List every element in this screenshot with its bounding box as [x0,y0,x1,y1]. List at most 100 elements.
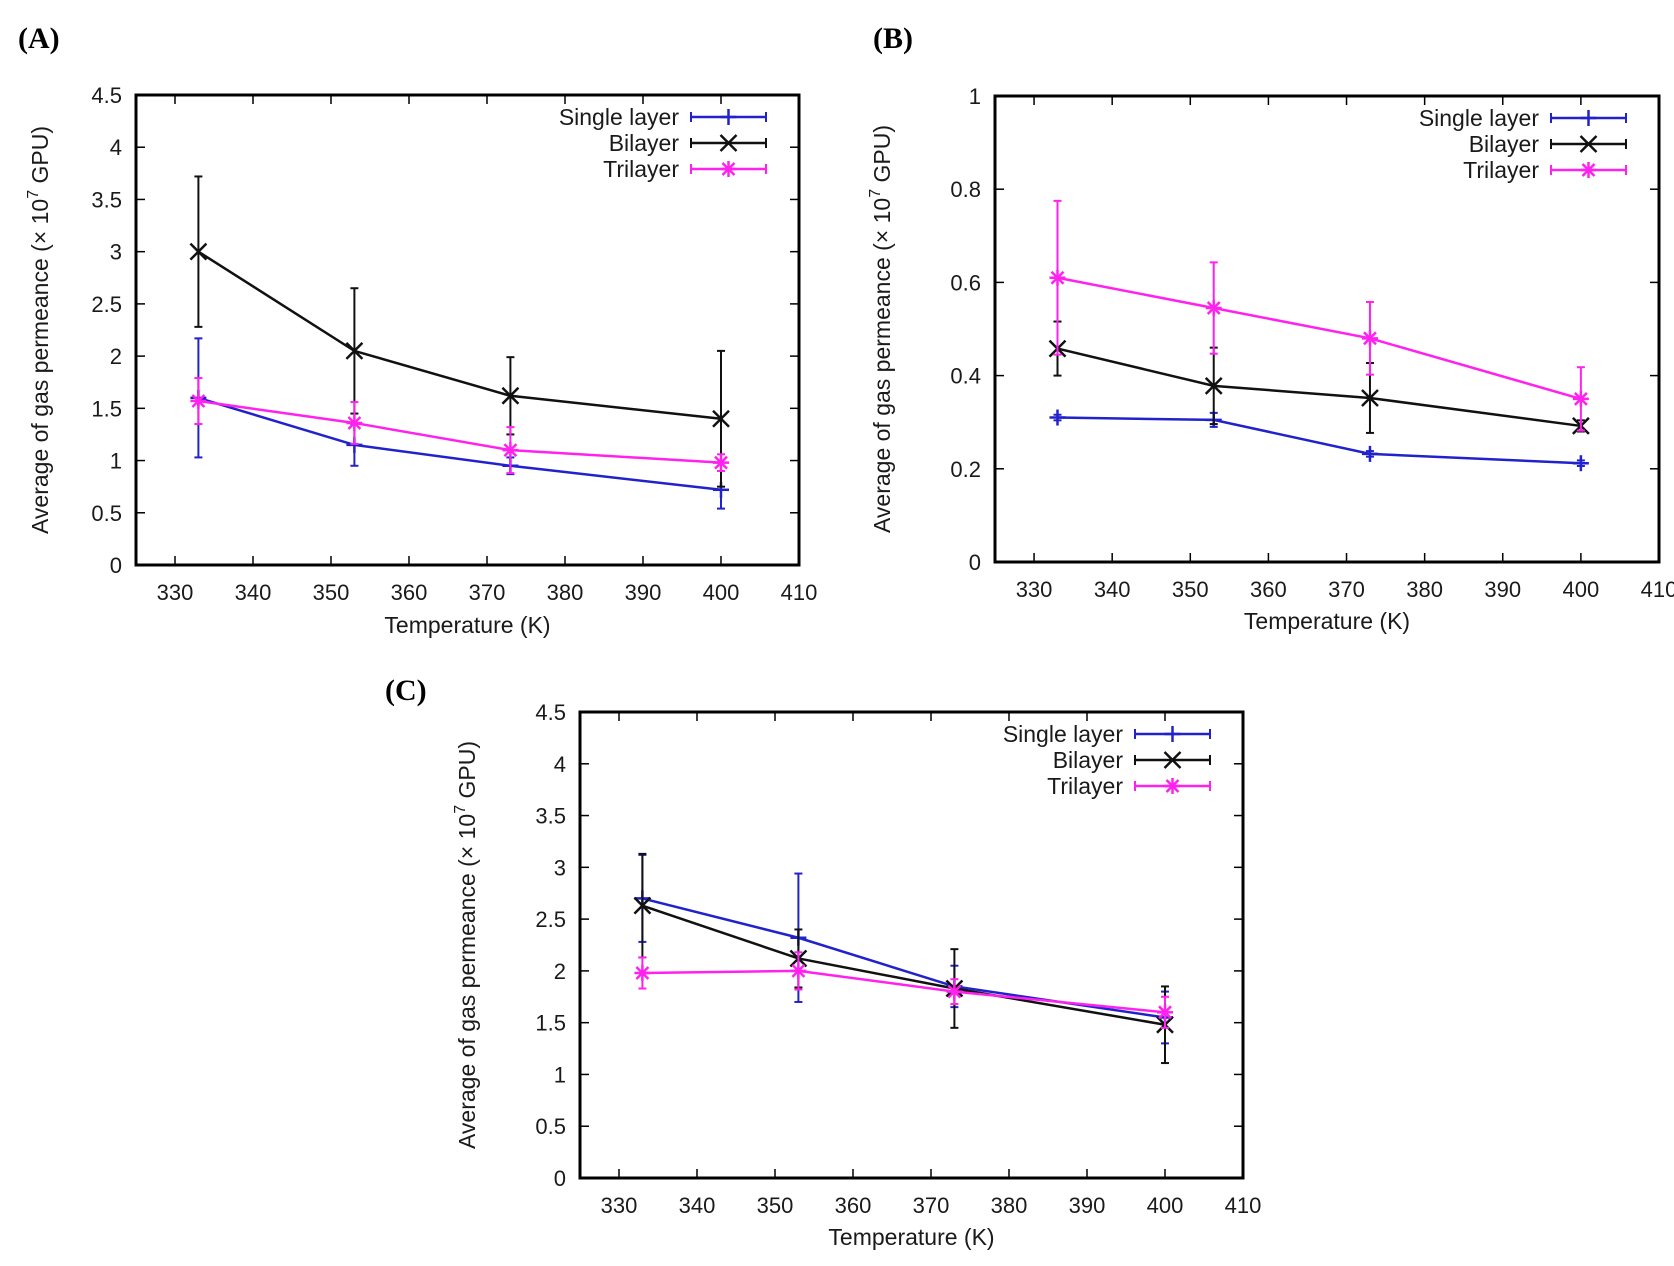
series-line [642,897,1166,1019]
x-tick-label: 330 [1016,577,1053,602]
plot-frame [134,93,801,567]
series-line [198,396,722,492]
data-point [712,409,730,428]
y-axis-title-exponent: 7 [867,189,884,198]
x-tick-label: 350 [313,580,350,605]
x-tick-label: 340 [235,580,272,605]
y-tick-label: 4.5 [91,83,122,108]
x-tick-label: 370 [913,1193,950,1218]
x-tick-label: 400 [1563,577,1600,602]
y-tick-label: 0.6 [950,270,981,295]
data-point [1157,1004,1173,1021]
y-tick-label: 1 [110,449,122,474]
y-tick-label: 2 [554,959,566,984]
legend-label: Single layer [1419,105,1540,131]
data-point [1361,389,1379,407]
y-tick-label: 3.5 [535,804,566,829]
y-axis-title-exponent: 7 [25,190,42,199]
y-tick-label: 4.5 [535,700,566,725]
panel-label: (B) [873,22,913,55]
x-tick-label: 410 [1225,1193,1262,1218]
chart-panel-c: (C) 330 340 350 360 370 380 390 400 410 0 0.5 1 1.5 2 2… [385,674,1261,1250]
legend-marker [1580,110,1597,126]
series-trilayer: Trilayer [190,156,767,475]
y-tick-label: 3 [554,855,566,880]
y-tick-label: 0.4 [950,364,981,389]
data-point [345,342,364,360]
x-tick-label: 390 [1484,577,1521,602]
legend-marker [1163,751,1182,769]
y-axis-title-unit: GPU) [869,125,895,189]
x-tick-label: 400 [703,580,740,605]
series-bilayer: Bilayer [189,130,767,488]
x-tick-label: 410 [781,580,818,605]
series-bilayer: Bilayer [633,747,1211,1065]
data-point [1049,269,1066,286]
y-tick-label: 1 [969,84,981,109]
y-axis-title-main: Average of gas permeance (× 10 [27,199,53,534]
y-tick-label: 3.5 [91,187,122,212]
legend-label: Bilayer [609,130,680,156]
chart-panel-a: (A) 330 340 350 360 370 380 390 400 410 0 0.5 1 1.5 2 2… [18,22,817,638]
legend-marker [720,161,737,177]
y-axis-title-exponent: 7 [452,805,469,814]
legend-marker [720,109,737,125]
x-tick-label: 330 [601,1193,638,1218]
x-tick-label: 390 [625,580,662,605]
y-tick-label: 2.5 [535,907,566,932]
series-line [1057,347,1582,428]
y-tick-label: 0.5 [91,501,122,526]
chart-panel-b: (B) 330 340 350 360 370 380 390 400 410 0 0.2 0.4 0.6… [867,22,1674,634]
x-tick-label: 350 [757,1193,794,1218]
legend-marker [1164,778,1181,794]
data-point [713,454,729,471]
legend-label: Trilayer [603,156,679,182]
legend-label: Trilayer [1047,773,1123,799]
legend-marker [1580,162,1597,178]
y-axis-title: Average of gas permeance (× 107 GPU) [25,126,53,534]
data-point [190,393,207,410]
series-line [198,399,722,464]
x-tick-label: 360 [391,580,428,605]
series-line [197,250,722,421]
panel-label: (A) [18,22,60,55]
y-tick-label: 1 [554,1062,566,1087]
data-point [790,962,807,979]
y-axis-title-main: Average of gas permeance (× 10 [454,814,480,1149]
series-single-layer: Single layer [634,721,1211,1045]
x-tick-label: 400 [1147,1193,1184,1218]
legend-label: Trilayer [1463,157,1539,183]
x-tick-label: 380 [547,580,584,605]
y-tick-label: 0.2 [950,457,981,482]
y-axis-title: Average of gas permeance (× 107 GPU) [867,125,895,533]
data-point [502,442,519,459]
x-tick-label: 370 [1328,577,1365,602]
data-point [1205,300,1222,317]
y-tick-label: 2 [110,344,122,369]
x-axis-title: Temperature (K) [1244,608,1410,634]
plot-frame [993,94,1661,564]
data-point [634,964,651,981]
data-point [346,414,363,431]
y-axis-title-unit: GPU) [27,126,53,190]
x-tick-label: 360 [1250,577,1287,602]
x-tick-label: 340 [1094,577,1131,602]
y-tick-label: 0.5 [535,1114,566,1139]
y-tick-label: 0 [969,550,981,575]
series-single-layer: Single layer [190,104,767,510]
data-point [189,242,208,261]
y-axis-title-unit: GPU) [454,741,480,805]
series-line [642,969,1166,1014]
y-tick-label: 2.5 [91,292,122,317]
y-tick-label: 1.5 [91,396,122,421]
series-trilayer: Trilayer [1049,157,1627,432]
legend-label: Bilayer [1053,747,1124,773]
x-tick-label: 380 [1406,577,1443,602]
y-tick-label: 4 [554,752,566,777]
legend-label: Single layer [1003,721,1124,747]
x-tick-label: 330 [157,580,194,605]
data-point [501,386,520,405]
y-axis-title-main: Average of gas permeance (× 10 [869,198,895,533]
x-tick-label: 390 [1069,1193,1106,1218]
